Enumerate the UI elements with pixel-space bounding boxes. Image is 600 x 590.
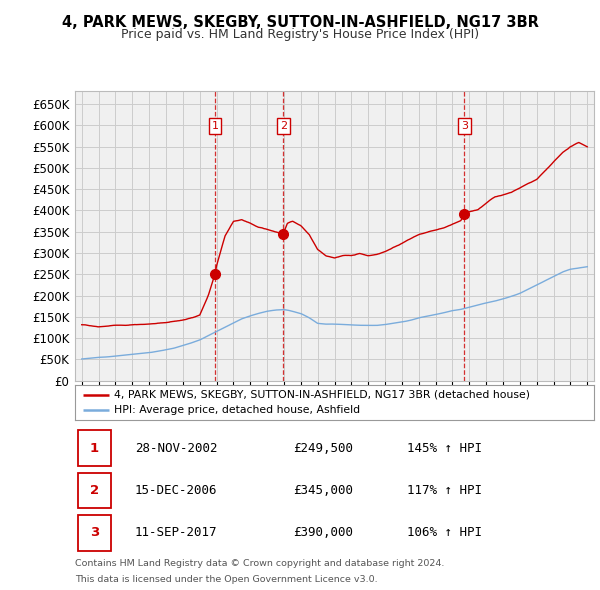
FancyBboxPatch shape bbox=[77, 430, 112, 466]
Text: Price paid vs. HM Land Registry's House Price Index (HPI): Price paid vs. HM Land Registry's House … bbox=[121, 28, 479, 41]
Text: HPI: Average price, detached house, Ashfield: HPI: Average price, detached house, Ashf… bbox=[114, 405, 360, 415]
Text: 145% ↑ HPI: 145% ↑ HPI bbox=[407, 441, 482, 454]
Text: 3: 3 bbox=[89, 526, 99, 539]
Text: 106% ↑ HPI: 106% ↑ HPI bbox=[407, 526, 482, 539]
Text: 1: 1 bbox=[89, 441, 99, 454]
Text: 3: 3 bbox=[461, 121, 468, 131]
Text: 2: 2 bbox=[89, 484, 99, 497]
Text: 4, PARK MEWS, SKEGBY, SUTTON-IN-ASHFIELD, NG17 3BR: 4, PARK MEWS, SKEGBY, SUTTON-IN-ASHFIELD… bbox=[62, 15, 538, 30]
Text: 4, PARK MEWS, SKEGBY, SUTTON-IN-ASHFIELD, NG17 3BR (detached house): 4, PARK MEWS, SKEGBY, SUTTON-IN-ASHFIELD… bbox=[114, 389, 530, 399]
Text: 117% ↑ HPI: 117% ↑ HPI bbox=[407, 484, 482, 497]
Text: £390,000: £390,000 bbox=[293, 526, 353, 539]
Text: 11-SEP-2017: 11-SEP-2017 bbox=[134, 526, 217, 539]
Text: 28-NOV-2002: 28-NOV-2002 bbox=[134, 441, 217, 454]
Text: 2: 2 bbox=[280, 121, 287, 131]
Text: This data is licensed under the Open Government Licence v3.0.: This data is licensed under the Open Gov… bbox=[75, 575, 377, 584]
Text: £345,000: £345,000 bbox=[293, 484, 353, 497]
FancyBboxPatch shape bbox=[77, 515, 112, 551]
FancyBboxPatch shape bbox=[77, 473, 112, 509]
Text: 15-DEC-2006: 15-DEC-2006 bbox=[134, 484, 217, 497]
Text: 1: 1 bbox=[211, 121, 218, 131]
Text: Contains HM Land Registry data © Crown copyright and database right 2024.: Contains HM Land Registry data © Crown c… bbox=[75, 559, 445, 568]
Text: £249,500: £249,500 bbox=[293, 441, 353, 454]
